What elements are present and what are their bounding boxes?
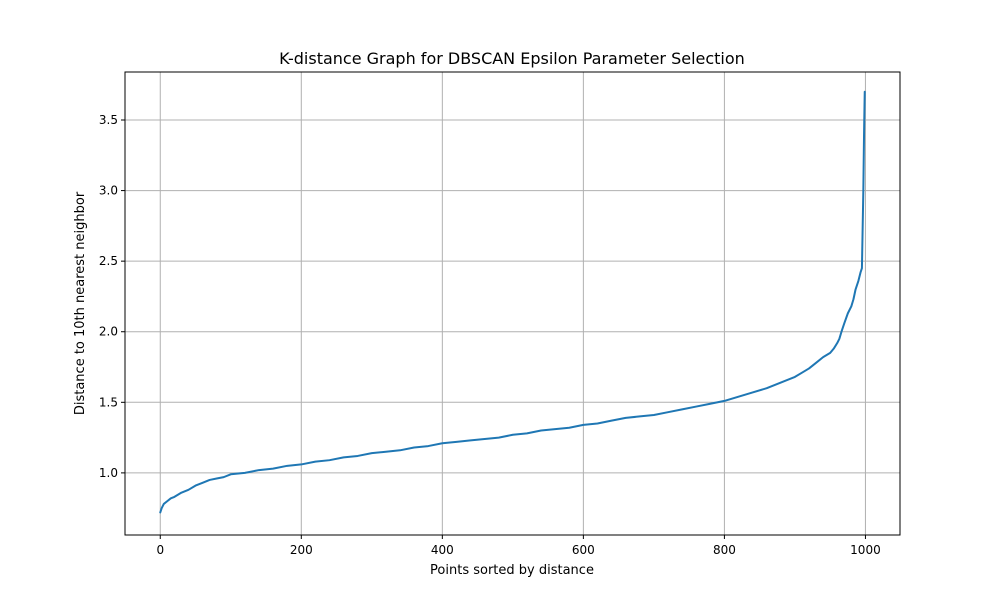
series-line [159,90,866,514]
y-axis-label: Distance to 10th nearest neighbor [73,191,88,415]
y-tick-label: 2.5 [99,254,118,268]
series-layer [159,90,866,514]
x-tick-label: 1000 [850,543,881,557]
plot-area-frame [124,71,901,536]
y-tick-label: 2.0 [99,325,118,339]
x-tick-label: 400 [431,543,454,557]
y-tick-label: 3.0 [99,184,118,198]
chart-title: K-distance Graph for DBSCAN Epsilon Para… [279,49,745,68]
y-tick-label: 3.5 [99,113,118,127]
grid [125,72,900,535]
x-tick-label: 600 [572,543,595,557]
x-tick-label: 0 [156,543,164,557]
ticks: 0 200 400 600 800 1000 1.0 1.5 2.0 2.5 3.0 3.5 [99,113,881,557]
x-tick-label: 800 [713,543,736,557]
y-tick-label: 1.5 [99,395,118,409]
y-tick-label: 1.0 [99,466,118,480]
x-tick-label: 200 [290,543,313,557]
x-axis-label: Points sorted by distance [430,563,594,578]
